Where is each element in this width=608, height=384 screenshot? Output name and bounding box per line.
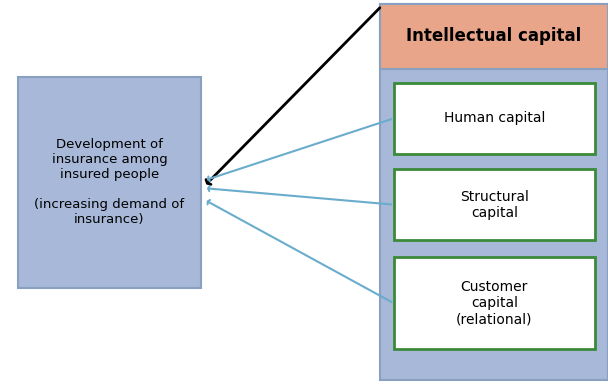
Bar [380,4,608,69]
Bar [18,77,201,288]
Text: Structural
capital: Structural capital [460,190,529,220]
Bar [394,83,595,154]
Bar [394,169,595,240]
Text: Customer
capital
(relational): Customer capital (relational) [456,280,533,326]
Text: Development of
insurance among
insured people

(increasing demand of
insurance): Development of insurance among insured p… [35,138,184,227]
Bar [394,257,595,349]
Text: Human capital: Human capital [444,111,545,125]
Text: Intellectual capital: Intellectual capital [406,28,582,45]
Bar [380,4,608,380]
